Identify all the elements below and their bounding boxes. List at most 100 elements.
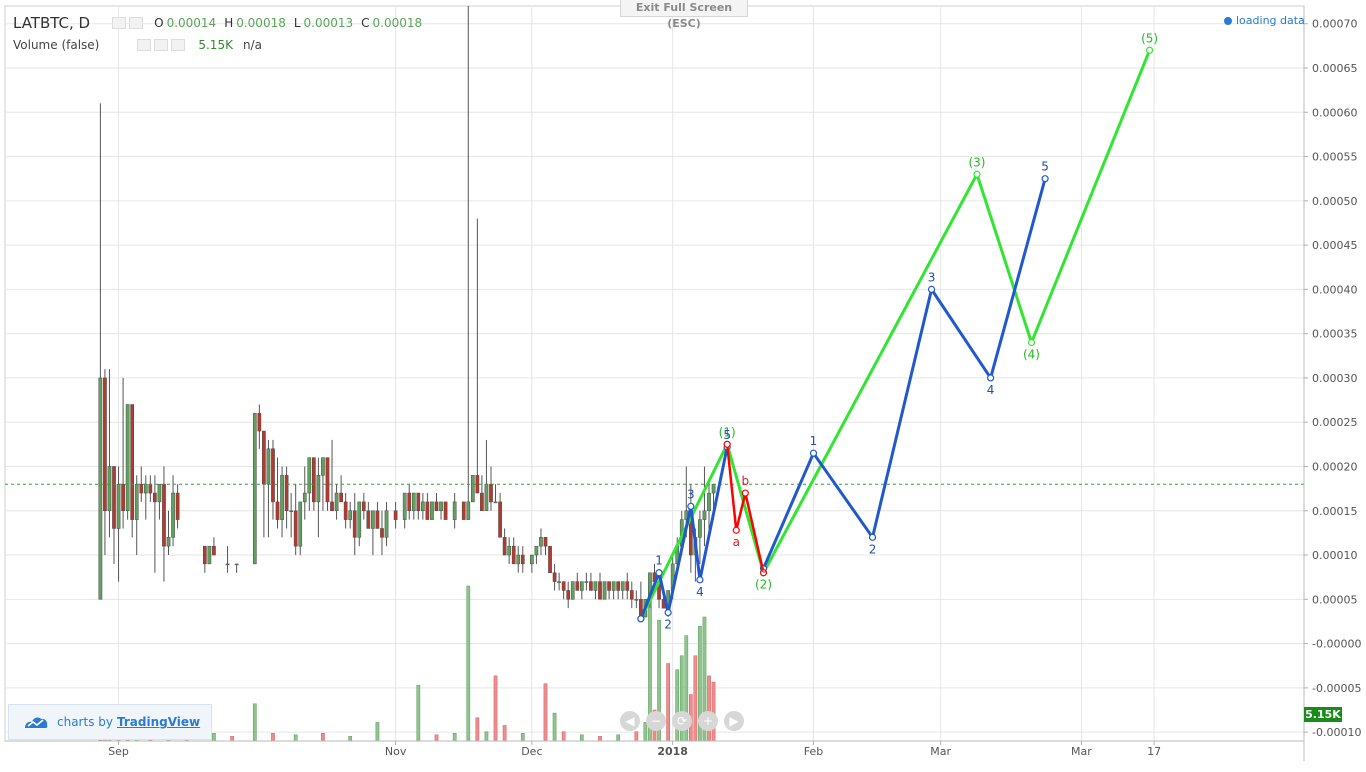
volume-bar	[552, 712, 557, 742]
volume-bar	[321, 733, 325, 742]
candle-body	[143, 483, 148, 494]
tradingview-link[interactable]: TradingView	[116, 715, 201, 729]
time-axis-label: Mar	[1071, 745, 1092, 758]
candle-body	[570, 581, 575, 600]
price-axis-label: 0.00070	[1312, 18, 1358, 31]
high-value: 0.00018	[236, 16, 286, 30]
volume-bar	[230, 736, 234, 742]
zoom-in-button[interactable]: +	[698, 711, 718, 731]
elliott-impulse-wave-2-point[interactable]	[927, 285, 936, 293]
zoom-out-button[interactable]: −	[646, 711, 666, 731]
candle-body	[280, 475, 284, 520]
elliott-impulse-wave-2-point[interactable]	[987, 374, 995, 382]
volume-close-icon[interactable]	[171, 39, 186, 51]
elliott-primary-wave-point[interactable]	[973, 170, 981, 178]
elliott-corrective-wave-point[interactable]	[723, 440, 731, 448]
candle-body	[153, 492, 157, 503]
candle-body	[293, 510, 298, 547]
elliott-primary-wave[interactable]	[639, 49, 1151, 620]
volume-bar	[271, 733, 275, 742]
price-axis-label: 0.00050	[1312, 195, 1358, 208]
volume-bar	[466, 585, 471, 742]
candle-body	[584, 581, 589, 583]
elliott-impulse-wave-1-point[interactable]	[687, 502, 695, 510]
candle-body	[302, 492, 307, 503]
candle-body	[407, 492, 412, 512]
candle-body	[548, 545, 552, 573]
plot-area[interactable]	[4, 5, 1305, 742]
elliott-corrective-wave-point[interactable]	[732, 526, 740, 534]
wave-label: 4	[987, 383, 995, 397]
candle-body	[298, 501, 303, 547]
time-axis-label: 2018	[657, 745, 688, 758]
candle-body	[443, 501, 448, 520]
price-axis-label: 0.00045	[1312, 239, 1358, 252]
elliott-impulse-wave-2[interactable]	[762, 178, 1047, 569]
elliott-impulse-wave-1-point[interactable]	[696, 576, 704, 584]
wave-label: (2)	[755, 578, 772, 592]
candle-body	[493, 501, 498, 504]
candle-body	[352, 510, 357, 538]
volume-bar	[452, 733, 457, 742]
reset-button[interactable]: ⟳	[672, 711, 692, 731]
legend-settings-icon[interactable]	[112, 17, 127, 29]
elliott-corrective-wave[interactable]	[725, 444, 765, 574]
volume-bar	[252, 703, 257, 742]
candle-body	[262, 430, 266, 485]
candle-body	[625, 581, 630, 591]
candle-body	[289, 510, 293, 513]
candle-body	[416, 492, 421, 512]
candle-body	[316, 475, 321, 503]
volume-bar	[616, 734, 621, 742]
volume-settings-icon[interactable]	[154, 39, 169, 51]
candle-body	[212, 545, 216, 556]
volume-bar	[484, 731, 489, 742]
elliott-impulse-wave-1-point[interactable]	[664, 608, 672, 617]
scroll-left-button[interactable]: ◀	[620, 711, 640, 731]
elliott-impulse-wave-2-point[interactable]	[809, 449, 818, 457]
candle-body	[480, 492, 484, 512]
candle-body	[166, 537, 171, 547]
candle-body	[539, 537, 543, 547]
elliott-impulse-wave-1-point[interactable]	[637, 615, 645, 623]
price-axis-label: 0.00040	[1312, 283, 1358, 296]
legend-format-icon[interactable]	[129, 17, 144, 29]
candle-body	[425, 501, 430, 520]
elliott-impulse-wave-1[interactable]	[639, 446, 729, 620]
exit-fullscreen-button[interactable]: Exit Full Screen (ESC)	[620, 0, 748, 30]
candle-body	[575, 581, 580, 591]
volume-bar	[493, 675, 498, 742]
chart-navigation: ◀ − ⟳ + ▶	[620, 711, 750, 731]
candle-body	[271, 448, 275, 503]
scroll-right-button[interactable]: ▶	[724, 711, 744, 731]
elliott-impulse-wave-2-point[interactable]	[868, 533, 877, 541]
elliott-primary-wave-point[interactable]	[1027, 338, 1036, 347]
price-axis-label: 0.00010	[1312, 549, 1358, 562]
volume-bar	[707, 675, 711, 742]
wave-label: 5	[1041, 160, 1049, 174]
tradingview-badge[interactable]: charts by TradingView	[8, 704, 212, 740]
candle-body	[116, 483, 121, 529]
volume-bar	[375, 722, 380, 742]
candle-body	[634, 599, 639, 601]
candle-body	[534, 545, 539, 556]
candle-body	[98, 377, 103, 600]
volume-bar	[416, 684, 421, 742]
elliott-corrective-wave-point[interactable]	[759, 569, 768, 577]
candle-body	[411, 492, 416, 512]
volume-title: Volume (false)	[13, 38, 100, 52]
candle-body	[470, 475, 475, 503]
candle-body	[430, 501, 434, 520]
candle-body	[702, 510, 707, 520]
elliott-impulse-wave-2-point[interactable]	[1041, 175, 1049, 183]
elliott-primary-wave-point[interactable]	[1145, 46, 1154, 54]
open-label: O	[154, 16, 164, 30]
elliott-corrective-wave-point[interactable]	[741, 489, 749, 497]
volume-hide-icon[interactable]	[137, 39, 152, 51]
elliott-impulse-wave-1-point[interactable]	[655, 569, 663, 577]
wave-label: 4	[696, 585, 704, 599]
wave-label: b	[742, 474, 750, 488]
price-axis-label: 0.00030	[1312, 372, 1358, 385]
